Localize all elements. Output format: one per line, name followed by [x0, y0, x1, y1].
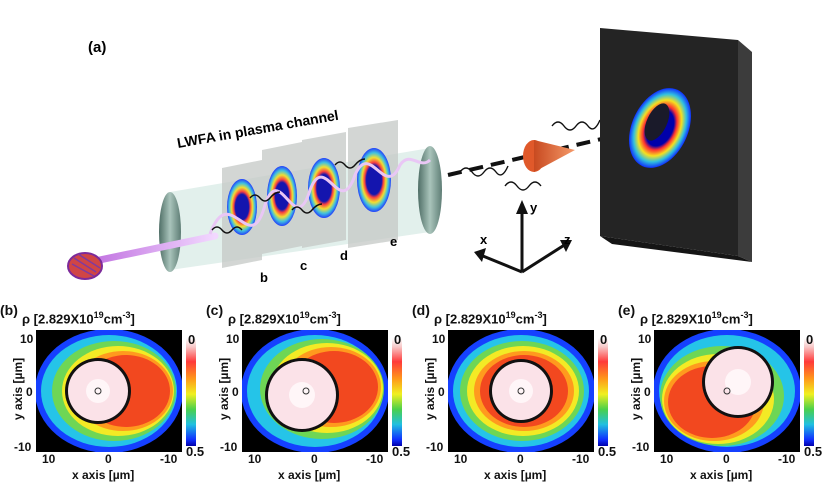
x-axis-label: x axis [µm] — [72, 468, 135, 482]
colorbar-tick: 0.5 — [186, 444, 205, 459]
panel-label: (d) — [412, 302, 430, 318]
slice-label-d: d — [340, 248, 348, 263]
y-tick: 10 — [638, 332, 652, 346]
x-tick: 10 — [660, 452, 674, 466]
x-tick: 10 — [42, 452, 56, 466]
cone-target — [523, 140, 575, 172]
density-title: ρ [2.829X1019cm-3] — [22, 310, 135, 327]
slice-label-e: e — [390, 234, 397, 249]
density-title: ρ [2.829X1019cm-3] — [434, 310, 547, 327]
y-tick: 10 — [20, 332, 34, 346]
slice-c — [262, 142, 302, 254]
axis-label-x: x — [480, 232, 488, 247]
y-axis-label: y axis [µm] — [217, 357, 231, 421]
bunch-stripes — [71, 253, 101, 277]
y-tick: 10 — [226, 332, 240, 346]
axis-label-z: z — [564, 232, 571, 247]
x-tick: 10 — [454, 452, 468, 466]
y-tick: -10 — [632, 440, 650, 454]
lens-right — [418, 146, 442, 234]
colorbar — [598, 338, 608, 446]
y-axis-label: y axis [µm] — [629, 357, 643, 421]
y-tick: 0 — [232, 385, 239, 399]
density-title: ρ [2.829X1019cm-3] — [228, 310, 341, 327]
slice-label-b: b — [260, 270, 268, 285]
colorbar — [186, 338, 196, 446]
lens-left — [159, 192, 181, 272]
axis-label-y: y — [530, 200, 538, 215]
colorbar-tick: 0.5 — [392, 444, 411, 459]
colorbar-tick: 0 — [188, 332, 196, 347]
colorbar-tick: 0 — [600, 332, 608, 347]
x-tick: 10 — [248, 452, 262, 466]
x-axis-label: x axis [µm] — [484, 468, 547, 482]
schematic-panel-a: (a) — [67, 28, 752, 285]
x-tick: 0 — [517, 452, 524, 466]
y-tick: 0 — [26, 385, 33, 399]
y-tick: 0 — [644, 385, 651, 399]
slice-e — [348, 120, 398, 248]
colorbar-tick: 0.5 — [804, 444, 823, 459]
y-axis-label: y axis [µm] — [423, 357, 437, 421]
x-tick: -10 — [778, 452, 796, 466]
x-tick: -10 — [366, 452, 384, 466]
density-panel-d: (d) ρ [2.829X1019cm-3] y axis [µm] 10 0 … — [412, 300, 616, 494]
y-tick: -10 — [426, 440, 444, 454]
panel-label: (c) — [206, 302, 224, 318]
slice-b — [222, 160, 262, 268]
emitted-photons — [211, 119, 601, 234]
colorbar — [804, 338, 814, 446]
y-tick: 10 — [432, 332, 446, 346]
x-tick: -10 — [160, 452, 178, 466]
x-tick: -10 — [572, 452, 590, 466]
coordinate-axes — [474, 200, 572, 274]
x-tick: 0 — [723, 452, 730, 466]
density-map — [448, 330, 594, 452]
panel-label: (b) — [0, 302, 18, 318]
density-map — [654, 330, 800, 452]
slice-d — [302, 132, 346, 248]
density-map — [36, 330, 182, 452]
y-tick: -10 — [14, 440, 32, 454]
density-map — [242, 330, 388, 452]
colorbar-tick: 0 — [806, 332, 814, 347]
x-tick: 0 — [105, 452, 112, 466]
density-panel-e: (e) ρ [2.829X1019cm-3] y axis [µm] 10 0 … — [618, 300, 822, 494]
helical-trajectory — [208, 157, 432, 235]
colorbar — [392, 338, 402, 446]
laser-beam — [86, 232, 219, 266]
colorbar-tick: 0.5 — [598, 444, 617, 459]
slice-label-c: c — [300, 258, 307, 273]
y-tick: 0 — [438, 385, 445, 399]
detector-screen — [600, 28, 752, 262]
x-tick: 0 — [311, 452, 318, 466]
y-tick: -10 — [220, 440, 238, 454]
density-title: ρ [2.829X1019cm-3] — [640, 310, 753, 327]
panel-label: (e) — [618, 302, 636, 318]
figure-label-a: (a) — [88, 39, 106, 56]
x-axis-label: x axis [µm] — [690, 468, 753, 482]
colorbar-tick: 0 — [394, 332, 402, 347]
density-panel-c: (c) ρ [2.829X1019cm-3] y axis [µm] 10 0 … — [206, 300, 410, 494]
density-panel-b: (b) ρ [2.829X1019cm-3] y axis [µm] 10 0 … — [0, 300, 204, 494]
x-axis-label: x axis [µm] — [278, 468, 341, 482]
y-axis-label: y axis [µm] — [11, 357, 25, 421]
